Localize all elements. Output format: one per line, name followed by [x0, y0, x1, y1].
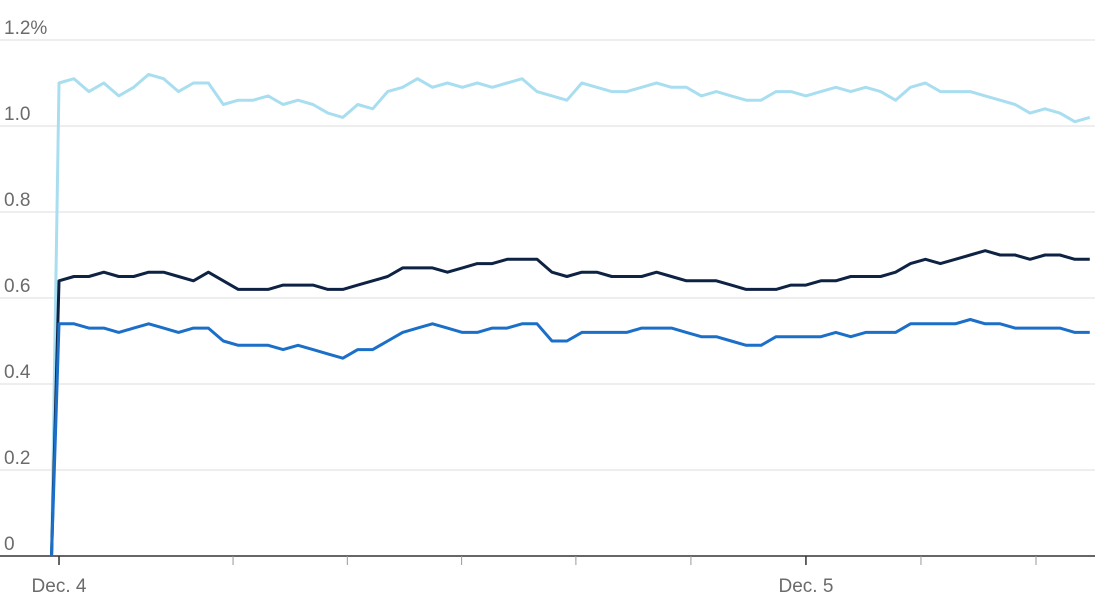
y-tick-label: 0: [4, 534, 15, 555]
x-tick-label: Dec. 4: [32, 576, 87, 597]
y-tick-label: 0.6: [4, 276, 30, 297]
y-tick-label: 1.2%: [4, 18, 47, 39]
y-tick-label: 0.2: [4, 448, 30, 469]
y-tick-label: 0.4: [4, 362, 31, 383]
series-line: [50, 72, 1091, 557]
series-line: [50, 318, 1090, 557]
x-tick-label: Dec. 5: [778, 576, 833, 597]
y-tick-label: 0.8: [4, 190, 30, 211]
y-tick-label: 1.0: [4, 104, 30, 125]
series-line: [50, 249, 1090, 557]
